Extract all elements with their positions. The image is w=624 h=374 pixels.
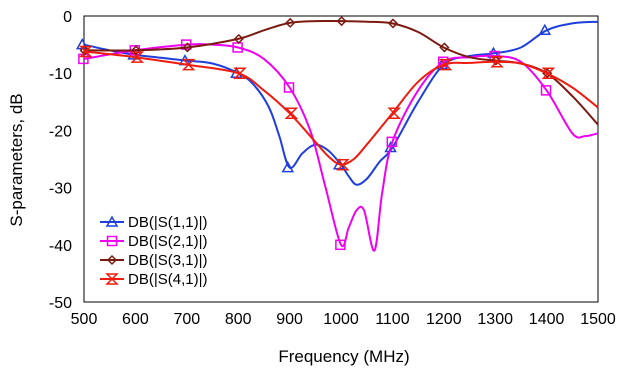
x-tick-label: 1000 (323, 311, 359, 328)
series-marker (285, 17, 296, 28)
x-axis-title: Frequency (MHz) (278, 347, 409, 366)
series-marker (540, 85, 552, 96)
x-tick-label: 800 (225, 311, 252, 328)
y-axis-title: S-parameters, dB (7, 93, 26, 226)
y-tick-label: -10 (49, 66, 72, 83)
x-tick-label: 1300 (477, 311, 513, 328)
x-tick-label: 700 (173, 311, 200, 328)
series-marker (386, 136, 398, 148)
series-marker (335, 239, 346, 251)
x-tick-label: 1200 (426, 311, 462, 328)
y-tick-label: -30 (49, 181, 72, 198)
x-tick-label: 1500 (580, 311, 616, 328)
series-4 (78, 45, 599, 171)
series-marker (180, 39, 192, 50)
x-tick-label: 500 (71, 311, 98, 328)
series-marker (335, 158, 350, 171)
series-marker (233, 67, 247, 79)
x-tick-label: 600 (122, 311, 149, 328)
series-line (83, 43, 599, 252)
legend-label: DB(|S(4,1)|) (128, 271, 207, 288)
series-marker (78, 45, 93, 58)
plot-area-frame (83, 15, 599, 303)
legend-label: DB(|S(1,1)|) (128, 214, 207, 231)
y-tick-label: 0 (63, 9, 72, 26)
y-tick-label: -40 (49, 238, 72, 255)
y-axis-tick-labels: 0 -10 -20 -30 -40 -50 (49, 9, 72, 312)
series-marker (130, 45, 142, 56)
series-marker (336, 16, 347, 27)
series-marker (182, 42, 193, 53)
x-tick-label: 1100 (375, 311, 410, 328)
series-marker (541, 67, 556, 79)
legend-swatch-marker (106, 254, 118, 266)
series-marker (490, 56, 504, 68)
legend-swatch-marker (106, 235, 118, 247)
series-marker (439, 42, 450, 53)
x-axis-tick-labels: 500 600 700 800 900 1000 1100 1200 1300 1400 1500 (71, 311, 616, 328)
legend: DB(|S(1,1)|) DB(|S(2,1)|) DB(|S(3,1)|) DB(|… (100, 214, 207, 288)
series-marker (281, 161, 295, 173)
y-tick-label: -50 (49, 295, 72, 312)
series-group (75, 16, 599, 252)
x-tick-label: 900 (276, 311, 303, 328)
series-marker (233, 33, 244, 44)
series-marker (283, 82, 295, 93)
series-marker (181, 58, 196, 71)
series-marker (387, 18, 399, 29)
series-marker (130, 51, 145, 63)
series-line (83, 20, 599, 186)
series-marker (284, 107, 299, 119)
series-marker (232, 42, 243, 53)
legend-swatch-marker (105, 215, 119, 227)
series-marker (538, 23, 552, 36)
legend-label: DB(|S(3,1)|) (128, 252, 207, 269)
legend-label: DB(|S(2,1)|) (128, 233, 207, 250)
series-marker (438, 58, 453, 71)
series-marker (387, 107, 402, 119)
x-tick-label: 1400 (529, 311, 565, 328)
legend-swatch-marker (105, 273, 119, 285)
y-tick-label: -20 (49, 123, 72, 140)
